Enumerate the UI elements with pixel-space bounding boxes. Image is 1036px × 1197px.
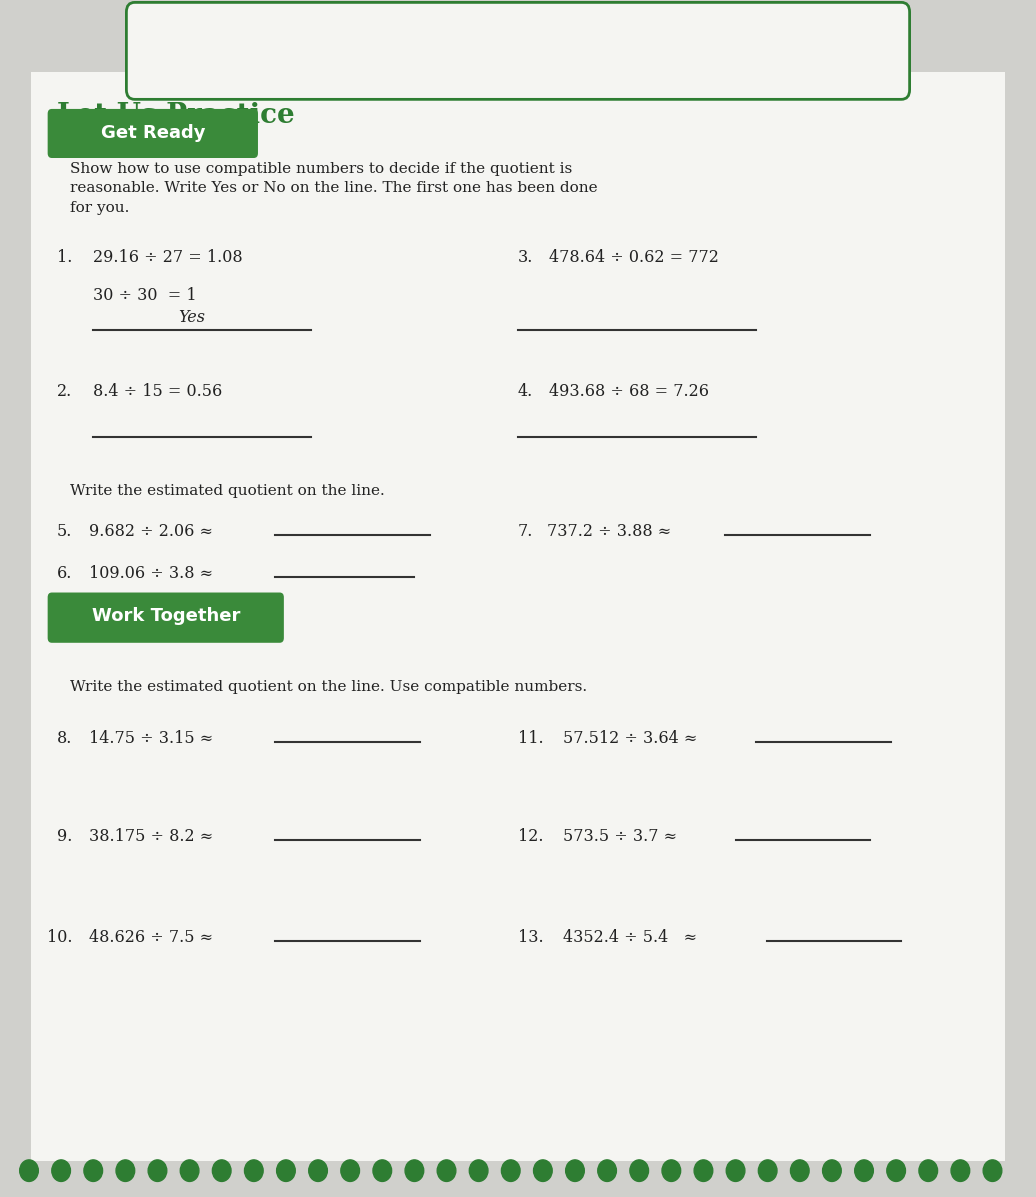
Circle shape (694, 1160, 713, 1181)
Text: 2.: 2. (57, 383, 73, 400)
Text: 3.: 3. (518, 249, 534, 266)
Circle shape (630, 1160, 649, 1181)
Circle shape (469, 1160, 488, 1181)
FancyBboxPatch shape (48, 109, 258, 158)
Text: Get Ready: Get Ready (102, 123, 205, 142)
Text: Show how to use compatible numbers to decide if the quotient is
reasonable. Writ: Show how to use compatible numbers to de… (70, 162, 598, 214)
Text: 4352.4 ÷ 5.4   ≈: 4352.4 ÷ 5.4 ≈ (563, 929, 696, 946)
Text: 38.175 ÷ 8.2 ≈: 38.175 ÷ 8.2 ≈ (89, 828, 213, 845)
Text: 6.: 6. (57, 565, 73, 582)
Text: 8.4 ÷ 15 = 0.56: 8.4 ÷ 15 = 0.56 (93, 383, 223, 400)
Circle shape (758, 1160, 777, 1181)
Text: 8.: 8. (57, 730, 73, 747)
Circle shape (501, 1160, 520, 1181)
Text: Let Us Practice: Let Us Practice (57, 102, 294, 129)
Text: 12.: 12. (518, 828, 544, 845)
Text: Write the estimated quotient on the line. Use compatible numbers.: Write the estimated quotient on the line… (70, 680, 587, 694)
Circle shape (951, 1160, 970, 1181)
Text: 29.16 ÷ 27 = 1.08: 29.16 ÷ 27 = 1.08 (93, 249, 242, 266)
Circle shape (437, 1160, 456, 1181)
Circle shape (373, 1160, 392, 1181)
Circle shape (790, 1160, 809, 1181)
Circle shape (244, 1160, 263, 1181)
Circle shape (277, 1160, 295, 1181)
Text: 11.: 11. (518, 730, 544, 747)
Circle shape (116, 1160, 135, 1181)
Text: 573.5 ÷ 3.7 ≈: 573.5 ÷ 3.7 ≈ (563, 828, 677, 845)
Text: 1.: 1. (57, 249, 73, 266)
Circle shape (887, 1160, 905, 1181)
Circle shape (855, 1160, 873, 1181)
Text: 10.: 10. (47, 929, 73, 946)
Text: Yes: Yes (178, 309, 205, 326)
Text: 9.: 9. (57, 828, 73, 845)
Circle shape (566, 1160, 584, 1181)
Text: 48.626 ÷ 7.5 ≈: 48.626 ÷ 7.5 ≈ (89, 929, 213, 946)
Circle shape (662, 1160, 681, 1181)
Text: Work Together: Work Together (91, 607, 240, 626)
Circle shape (598, 1160, 616, 1181)
Text: 30 ÷ 30  = 1: 30 ÷ 30 = 1 (93, 287, 197, 304)
Circle shape (341, 1160, 359, 1181)
Text: 13.: 13. (518, 929, 544, 946)
Text: 7.: 7. (518, 523, 534, 540)
Text: 4.: 4. (518, 383, 534, 400)
Circle shape (309, 1160, 327, 1181)
Circle shape (20, 1160, 38, 1181)
Text: 9.682 ÷ 2.06 ≈: 9.682 ÷ 2.06 ≈ (89, 523, 213, 540)
Text: 57.512 ÷ 3.64 ≈: 57.512 ÷ 3.64 ≈ (563, 730, 697, 747)
Text: 493.68 ÷ 68 = 7.26: 493.68 ÷ 68 = 7.26 (549, 383, 709, 400)
Circle shape (405, 1160, 424, 1181)
FancyBboxPatch shape (48, 593, 284, 643)
Text: 478.64 ÷ 0.62 = 772: 478.64 ÷ 0.62 = 772 (549, 249, 719, 266)
Circle shape (180, 1160, 199, 1181)
Text: 737.2 ÷ 3.88 ≈: 737.2 ÷ 3.88 ≈ (547, 523, 671, 540)
Circle shape (919, 1160, 938, 1181)
FancyBboxPatch shape (31, 72, 1005, 1161)
Text: Write the estimated quotient on the line.: Write the estimated quotient on the line… (70, 484, 385, 498)
Circle shape (212, 1160, 231, 1181)
FancyBboxPatch shape (126, 2, 910, 99)
Text: 14.75 ÷ 3.15 ≈: 14.75 ÷ 3.15 ≈ (89, 730, 213, 747)
Circle shape (726, 1160, 745, 1181)
Circle shape (823, 1160, 841, 1181)
Circle shape (148, 1160, 167, 1181)
Circle shape (52, 1160, 70, 1181)
Circle shape (84, 1160, 103, 1181)
Circle shape (534, 1160, 552, 1181)
Text: 5.: 5. (57, 523, 73, 540)
Circle shape (983, 1160, 1002, 1181)
Text: 109.06 ÷ 3.8 ≈: 109.06 ÷ 3.8 ≈ (89, 565, 213, 582)
